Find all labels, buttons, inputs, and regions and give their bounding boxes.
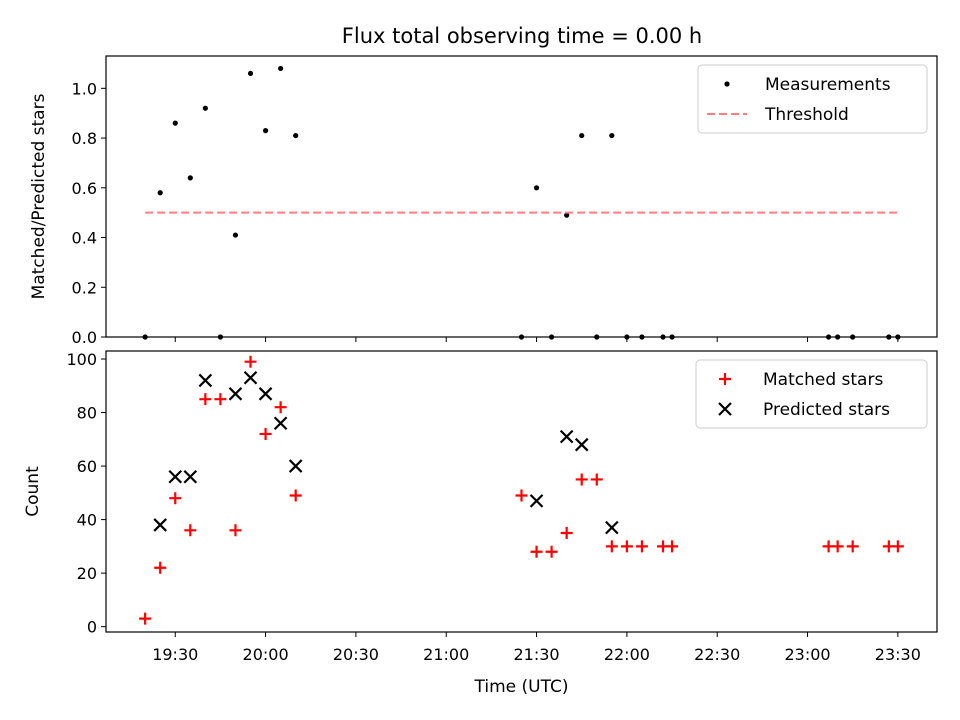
y-tick-label: 0.0: [72, 328, 97, 347]
matched-point: [515, 489, 528, 502]
matched-point: [545, 545, 558, 558]
predicted-point: [198, 373, 213, 388]
predicted-point: [153, 518, 167, 532]
measurement-point: [564, 212, 570, 218]
y-tick-label: 0.6: [72, 179, 97, 198]
x-tick-label: 22:30: [694, 645, 740, 664]
predicted-point: [288, 459, 303, 473]
matched-point: [274, 401, 287, 414]
x-axis-label: Time (UTC): [474, 677, 569, 697]
legend-label: Threshold: [764, 105, 849, 125]
measurement-point: [293, 132, 299, 139]
measurement-point: [187, 175, 193, 181]
matched-point: [575, 473, 588, 486]
x-tick-label: 22:00: [604, 645, 650, 664]
bottom-axes: 0 20 40 60 80 100 19:30 20:00 20:30 21:00 21:30 22:…: [23, 350, 938, 697]
x-tick-label: 23:00: [784, 645, 830, 664]
measurement-point: [247, 70, 254, 77]
predicted-point: [605, 520, 619, 535]
x-tick-label: 20:00: [243, 645, 289, 664]
predicted-point: [529, 494, 544, 508]
matched-point: [229, 524, 242, 537]
matched-point: [244, 355, 257, 368]
x-tick-label: 19:30: [152, 645, 198, 664]
y-tick-label: 1.0: [72, 79, 97, 98]
predicted-point: [574, 437, 589, 452]
matched-point: [666, 540, 679, 553]
matched-point: [154, 561, 167, 574]
x-tick-label: 21:30: [513, 645, 559, 664]
legend-box: [695, 359, 928, 429]
axes-frame: [105, 350, 938, 633]
measurement-point: [278, 65, 284, 72]
matched-point: [184, 524, 197, 537]
legend-measurement-swatch: [724, 81, 730, 87]
legend-matched-swatch: [719, 373, 731, 385]
predicted-point: [183, 470, 198, 484]
legend-label: Measurements: [765, 75, 891, 95]
predicted-point: [559, 429, 574, 444]
y-tick-label: 0.2: [72, 278, 97, 297]
x-tick-label: 21:00: [423, 645, 469, 664]
matched-point: [259, 427, 272, 440]
axes-frame: [105, 55, 938, 338]
measurement-point: [609, 132, 615, 139]
legend-label: Predicted stars: [763, 400, 890, 420]
matched-point: [590, 473, 603, 486]
measurement-point: [172, 120, 178, 126]
y-axis-label: Count: [23, 466, 43, 517]
predicted-point: [168, 470, 183, 484]
y-tick-label: 20: [77, 564, 97, 583]
matched-point: [831, 540, 844, 553]
chart-title: Flux total observing time = 0.00 h: [342, 24, 702, 48]
x-tick-label: 20:30: [333, 645, 379, 664]
predicted-point: [243, 370, 258, 385]
y-tick-label: 60: [77, 457, 97, 476]
measurement-point: [232, 232, 239, 238]
matched-point: [846, 540, 859, 553]
measurement-point: [579, 132, 585, 139]
matched-point: [289, 489, 302, 502]
measurement-point: [262, 128, 269, 134]
measurement-point: [157, 190, 163, 196]
matched-point: [605, 540, 618, 553]
matched-point: [199, 393, 212, 406]
x-tick-label: 23:30: [875, 645, 921, 664]
y-tick-label: 40: [77, 511, 97, 530]
y-tick-label: 0.8: [72, 129, 97, 148]
y-tick-label: 0: [87, 618, 97, 637]
measurement-point: [202, 105, 208, 111]
predicted-point: [273, 416, 288, 431]
y-tick-label: 0.4: [72, 229, 97, 248]
legend-predicted-swatch: [718, 402, 732, 416]
y-axis-label: Matched/Predicted stars: [29, 93, 49, 299]
predicted-point: [228, 387, 243, 401]
matched-point: [635, 540, 648, 553]
measurement-point: [533, 185, 540, 191]
y-tick-label: 80: [77, 404, 97, 423]
matched-point: [169, 492, 182, 505]
legend-label: Matched stars: [763, 370, 883, 390]
matched-point: [214, 393, 227, 406]
matched-point: [139, 612, 152, 625]
legend-box: [697, 64, 928, 134]
matched-point: [620, 540, 633, 553]
matched-point: [891, 540, 904, 553]
matched-point: [560, 526, 573, 539]
predicted-point: [258, 387, 273, 401]
matched-point: [530, 545, 543, 558]
top-axes: 0.0 0.2 0.4 0.6 0.8 1.0 Matched/Predicted star…: [29, 55, 938, 347]
y-tick-label: 100: [66, 350, 97, 369]
